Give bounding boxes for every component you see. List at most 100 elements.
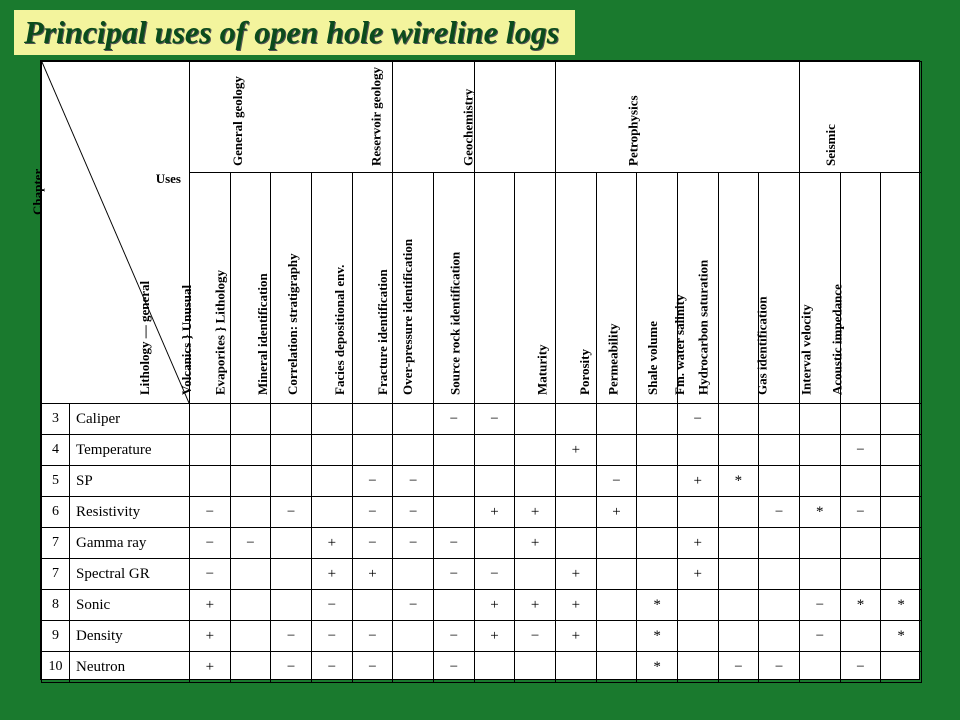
value-cell <box>840 559 881 590</box>
value-cell <box>881 559 922 590</box>
value-cell: * <box>799 497 840 528</box>
value-cell <box>393 652 434 683</box>
value-cell <box>881 435 922 466</box>
group-header: Petrophysics <box>555 62 799 173</box>
value-cell: − <box>840 435 881 466</box>
value-cell: − <box>799 590 840 621</box>
table-row: 3Caliper−−− <box>42 404 922 435</box>
value-cell <box>515 466 556 497</box>
chapter-cell: 4 <box>42 435 70 466</box>
value-cell <box>555 497 596 528</box>
table-row: 6Resistivity−−−−+++−*− <box>42 497 922 528</box>
value-cell: * <box>840 590 881 621</box>
value-cell <box>230 466 271 497</box>
value-cell <box>718 528 759 559</box>
value-cell <box>840 621 881 652</box>
group-header: Geochemistry <box>474 62 555 173</box>
value-cell <box>596 559 637 590</box>
value-cell <box>190 404 231 435</box>
value-cell <box>474 435 515 466</box>
value-cell <box>271 559 312 590</box>
table-row: 5SP−−−+* <box>42 466 922 497</box>
value-cell <box>799 528 840 559</box>
value-cell: + <box>474 590 515 621</box>
value-cell <box>718 497 759 528</box>
value-cell <box>718 435 759 466</box>
log-name-cell: Sonic <box>70 590 190 621</box>
value-cell <box>230 621 271 652</box>
table-row: 10Neutron+−−−−*−−− <box>42 652 922 683</box>
value-cell: + <box>515 497 556 528</box>
value-cell <box>637 497 678 528</box>
value-cell: − <box>474 559 515 590</box>
value-cell: + <box>555 621 596 652</box>
value-cell <box>759 404 800 435</box>
value-cell <box>393 435 434 466</box>
value-cell: − <box>434 621 475 652</box>
value-cell <box>190 435 231 466</box>
value-cell: * <box>637 621 678 652</box>
value-cell: + <box>596 497 637 528</box>
value-cell <box>515 404 556 435</box>
table-row: 8Sonic+−−+++*−** <box>42 590 922 621</box>
value-cell: − <box>311 621 352 652</box>
value-cell: − <box>311 652 352 683</box>
value-cell <box>311 404 352 435</box>
chapter-cell: 9 <box>42 621 70 652</box>
value-cell <box>718 590 759 621</box>
value-cell <box>881 652 922 683</box>
value-cell: * <box>881 621 922 652</box>
value-cell: − <box>718 652 759 683</box>
chapter-cell: 6 <box>42 497 70 528</box>
value-cell <box>515 559 556 590</box>
value-cell <box>677 652 718 683</box>
value-cell: + <box>190 590 231 621</box>
value-cell <box>230 559 271 590</box>
value-cell <box>474 528 515 559</box>
value-cell <box>596 652 637 683</box>
value-cell: + <box>190 621 231 652</box>
value-cell <box>759 621 800 652</box>
value-cell <box>637 528 678 559</box>
value-cell <box>881 528 922 559</box>
value-cell <box>352 404 393 435</box>
value-cell <box>230 435 271 466</box>
value-cell: − <box>271 621 312 652</box>
value-cell <box>596 621 637 652</box>
table-row: 7Gamma ray−−+−−−++ <box>42 528 922 559</box>
value-cell: − <box>393 528 434 559</box>
value-cell: − <box>759 652 800 683</box>
value-cell: − <box>596 466 637 497</box>
log-name-cell: Gamma ray <box>70 528 190 559</box>
value-cell <box>393 559 434 590</box>
log-name-cell: Spectral GR <box>70 559 190 590</box>
value-cell: − <box>352 528 393 559</box>
log-name-cell: Resistivity <box>70 497 190 528</box>
value-cell <box>799 559 840 590</box>
chapter-cell: 8 <box>42 590 70 621</box>
value-cell <box>718 559 759 590</box>
use-header: Acoustic impedance <box>881 173 922 404</box>
log-name-cell: Temperature <box>70 435 190 466</box>
value-cell <box>515 435 556 466</box>
value-cell <box>393 621 434 652</box>
value-cell <box>759 528 800 559</box>
value-cell <box>555 404 596 435</box>
value-cell <box>840 466 881 497</box>
value-cell <box>434 435 475 466</box>
value-cell <box>881 497 922 528</box>
value-cell: − <box>271 652 312 683</box>
use-header: Interval velocity <box>840 173 881 404</box>
value-cell: − <box>393 590 434 621</box>
value-cell: − <box>190 497 231 528</box>
log-name-cell: Neutron <box>70 652 190 683</box>
value-cell <box>596 528 637 559</box>
value-cell: * <box>718 466 759 497</box>
value-cell <box>799 652 840 683</box>
value-cell <box>271 528 312 559</box>
table-row: 7Spectral GR−++−−++ <box>42 559 922 590</box>
value-cell: + <box>555 435 596 466</box>
value-cell: + <box>474 621 515 652</box>
value-cell <box>677 621 718 652</box>
table-row: 9Density+−−−−+−+*−* <box>42 621 922 652</box>
